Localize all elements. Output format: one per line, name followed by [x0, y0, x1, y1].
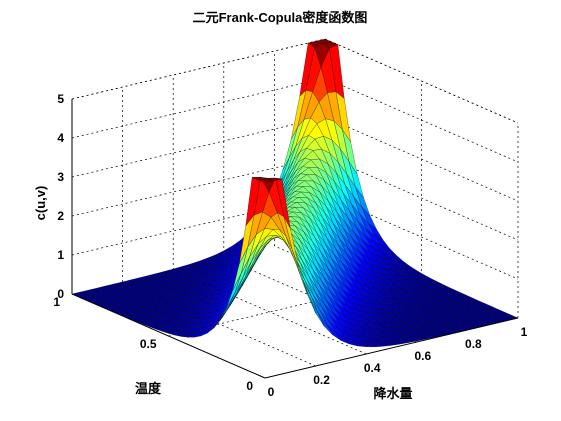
z-tick-label: 2 — [57, 209, 64, 223]
z-axis-label: c(u,v) — [33, 186, 48, 221]
z-tick-label: 5 — [57, 92, 64, 106]
z-tick-label: 0 — [57, 287, 64, 301]
grid-line — [71, 77, 326, 139]
density-surface — [71, 38, 519, 348]
z-tick-label: 1 — [57, 248, 64, 262]
y-tick-label: 0 — [246, 379, 253, 393]
x-axis-ticks: 0 0.2 0.4 0.6 0.8 1 — [268, 325, 528, 399]
grid-line — [71, 155, 326, 217]
y-axis-label: 温度 — [135, 381, 162, 396]
front-axis-lines — [71, 293, 519, 379]
x-tick-label: 0 — [268, 385, 275, 399]
x-tick-label: 1 — [521, 325, 528, 339]
z-tick-label: 3 — [57, 170, 64, 184]
x-tick-label: 0.8 — [465, 337, 482, 351]
x-axis-label: 降水量 — [373, 386, 412, 401]
x-tick-label: 0.2 — [313, 373, 330, 387]
y-axis-ticks: 00.51 — [53, 295, 253, 393]
grid-line — [324, 155, 519, 241]
grid-line — [71, 38, 326, 100]
y-tick-label: 1 — [53, 295, 60, 309]
z-tick-label: 4 — [57, 131, 64, 145]
x-axis-line — [264, 317, 519, 379]
x-tick-label: 0.6 — [414, 349, 431, 363]
grid-line — [324, 38, 519, 124]
grid-line — [71, 116, 326, 178]
z-axis-ticks: 0 1 2 3 4 5 — [57, 92, 64, 301]
y-axis-line — [71, 293, 266, 379]
chart-title: 二元Frank-Copula密度函数图 — [193, 10, 368, 25]
surface-cell — [258, 178, 274, 184]
x-tick-label: 0.4 — [364, 361, 381, 375]
y-tick-label: 0.5 — [140, 337, 157, 351]
